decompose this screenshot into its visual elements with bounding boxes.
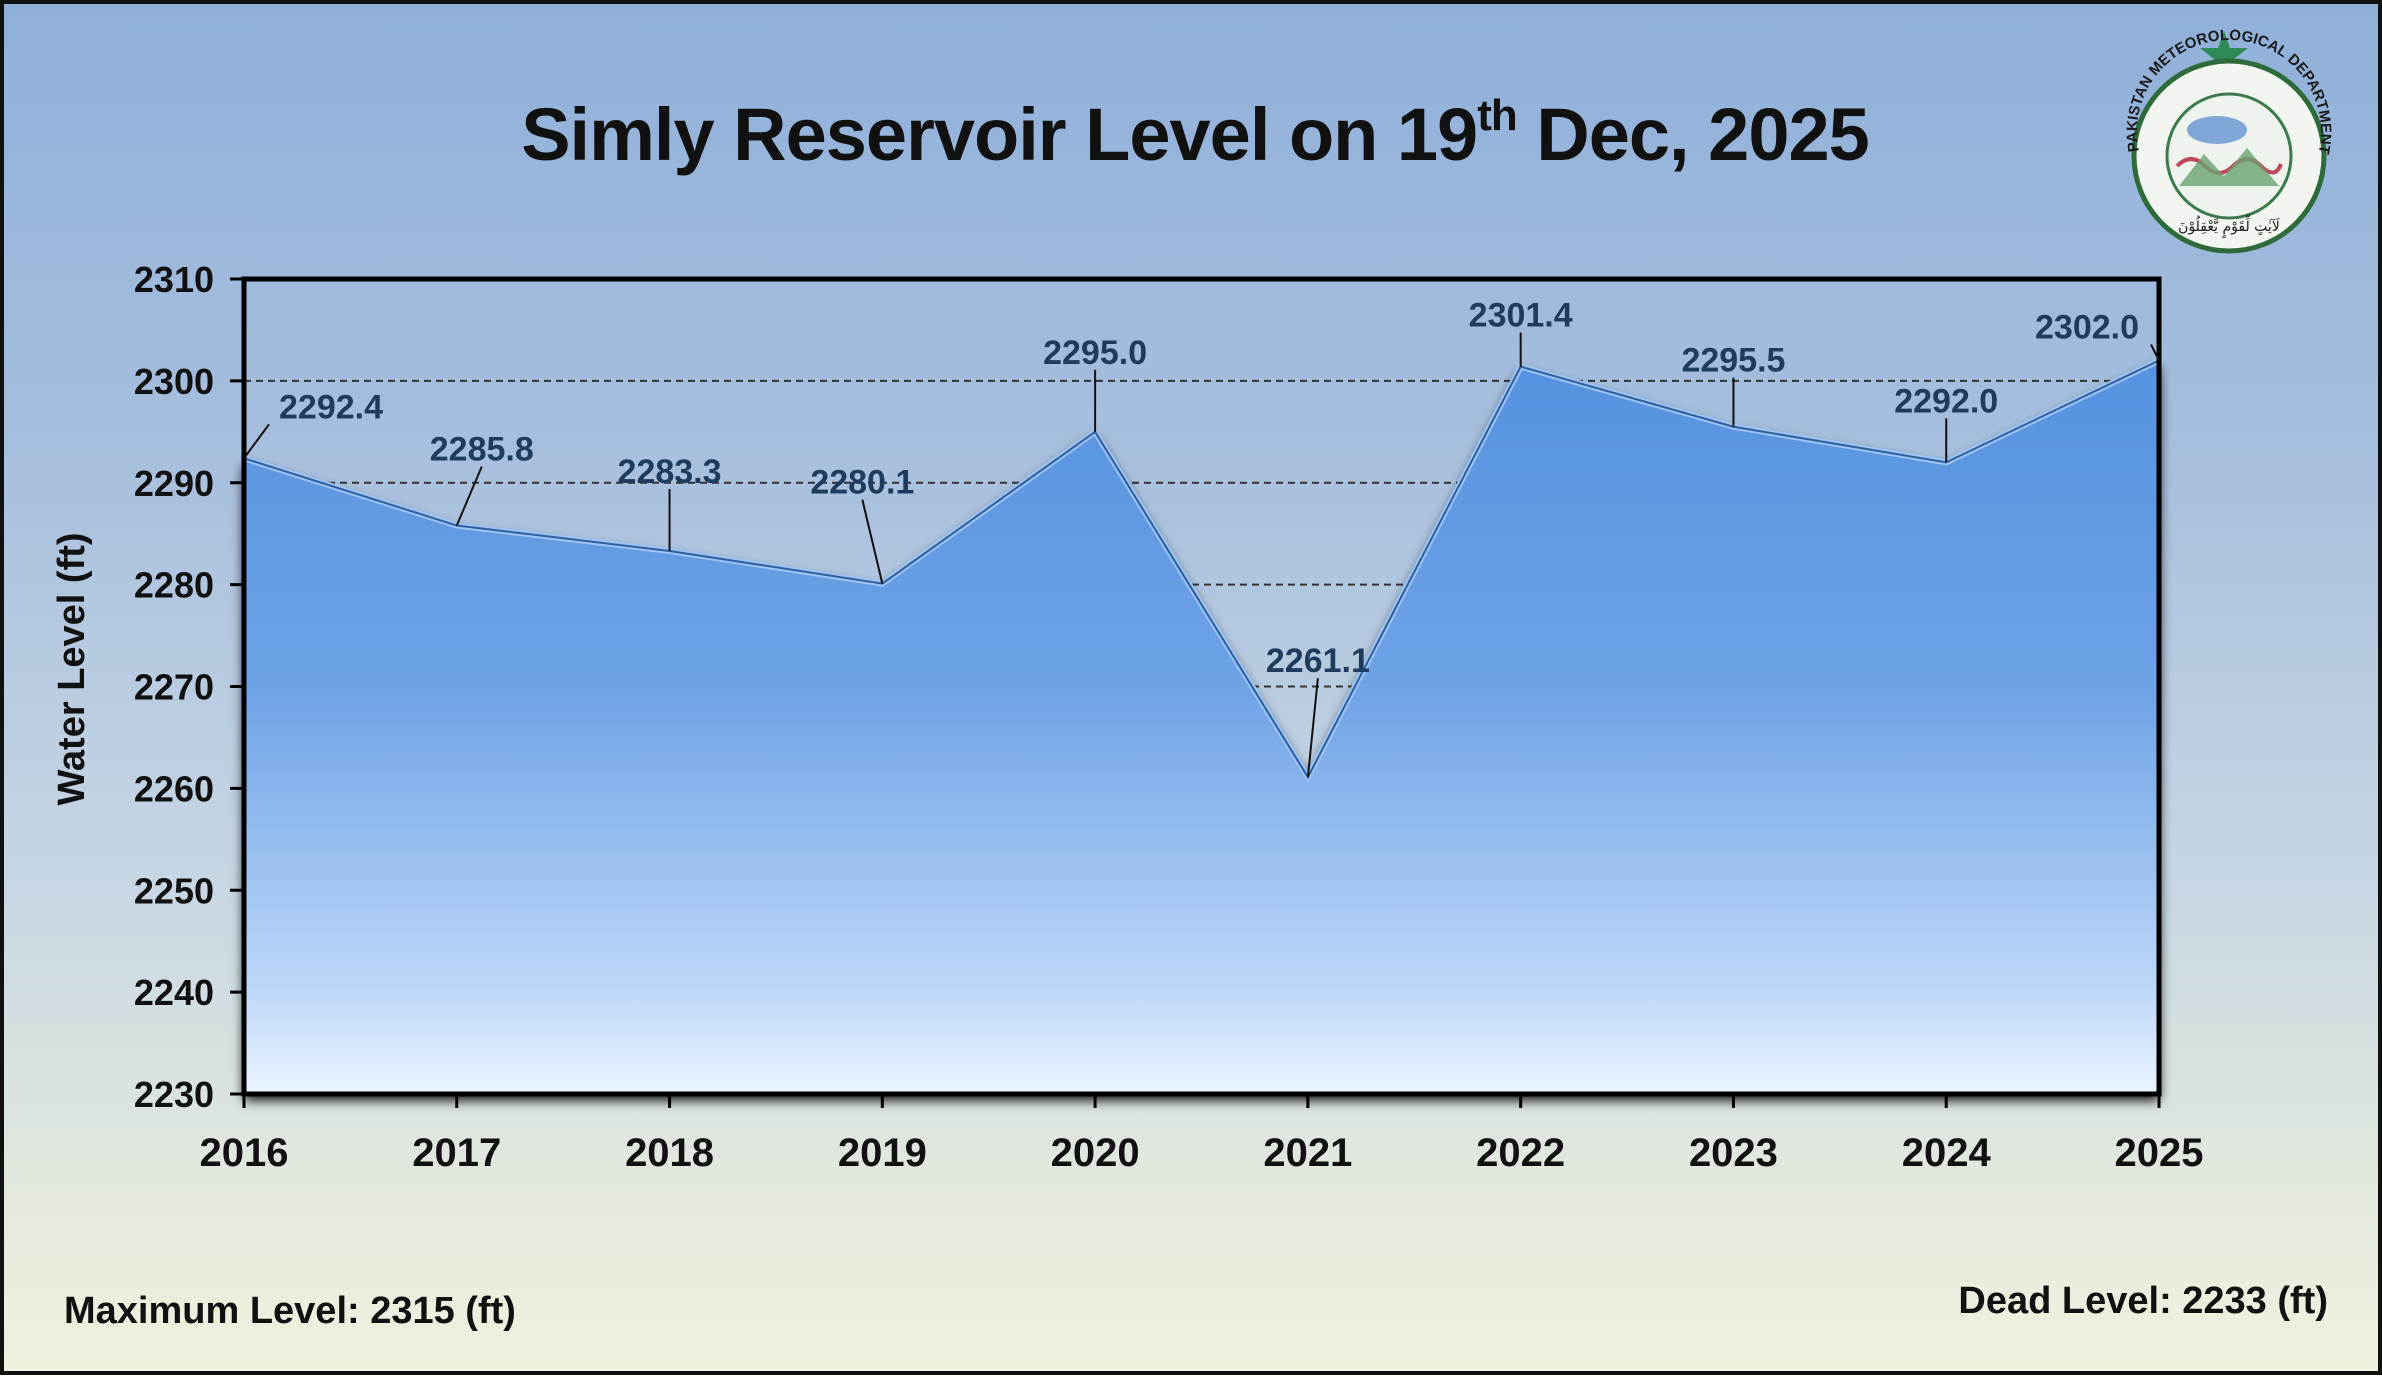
cloud-icon	[2187, 116, 2247, 144]
pmd-logo: PAKISTAN METEOROLOGICAL DEPARTMENT لَآيٰ…	[2124, 27, 2334, 254]
title-superscript: th	[1477, 91, 1518, 140]
data-label-leader	[243, 423, 270, 459]
x-tick-label: 2024	[1902, 1131, 1992, 1175]
data-label: 2302.0	[2035, 309, 2139, 347]
x-tick-label: 2020	[1051, 1131, 1140, 1175]
data-label-leader	[2150, 344, 2160, 361]
data-label: 2261.1	[1266, 642, 1370, 680]
y-tick-label: 2260	[134, 768, 214, 809]
data-label-leader	[1306, 678, 1319, 778]
data-label: 2301.4	[1469, 297, 1573, 335]
chart-svg: 2230 2240 2250 2260 2270 2280 2290 2300 2310 2016…	[51, 259, 2204, 1175]
axis-layer: 2230 2240 2250 2260 2270 2280 2290 2300 2310 2016…	[134, 259, 2204, 1175]
label-layer: 2292.4 2285.8 2283.3 2280.1 2295.0 2261.1 2301…	[243, 297, 2160, 778]
dead-level-note: Dead Level: 2233 (ft)	[1958, 1280, 2328, 1322]
area-layer	[243, 357, 2161, 1094]
y-axis-title: Water Level (ft)	[51, 532, 93, 805]
x-tick-label: 2023	[1689, 1131, 1778, 1175]
y-tick-label: 2290	[134, 463, 214, 504]
chart-title: Simly Reservoir Level on 19th Dec, 2025	[4, 92, 2382, 177]
title-main: Simly Reservoir Level on 19	[521, 93, 1478, 176]
logo-motto: لَآيٰتٍ لِّقَوْمٍ يَّعْقِلُوْنَ	[2178, 214, 2280, 239]
data-label: 2292.0	[1894, 382, 1998, 420]
data-label-leader	[861, 499, 884, 584]
area-outline	[243, 359, 2160, 780]
maximum-level-note: Maximum Level: 2315 (ft)	[64, 1290, 516, 1332]
data-label: 2283.3	[618, 453, 722, 491]
x-tick-label: 2022	[1476, 1131, 1565, 1175]
data-label: 2285.8	[430, 431, 534, 469]
y-tick-label: 2250	[134, 870, 214, 911]
x-tick-label: 2019	[838, 1131, 927, 1175]
y-tick-label: 2230	[134, 1074, 214, 1115]
x-tick-label: 2025	[2115, 1131, 2204, 1175]
x-tick-label: 2021	[1263, 1131, 1352, 1175]
y-tick-label: 2300	[134, 361, 214, 402]
data-label: 2295.0	[1043, 334, 1147, 372]
mountain-icon	[2179, 148, 2279, 186]
title-suffix: Dec, 2025	[1516, 93, 1870, 176]
data-label: 2280.1	[810, 464, 914, 502]
y-tick-label: 2270	[134, 667, 214, 708]
y-tick-label: 2240	[134, 972, 214, 1013]
data-label: 2292.4	[279, 388, 383, 426]
x-tick-label: 2016	[200, 1131, 289, 1175]
x-tick-label: 2018	[625, 1131, 714, 1175]
data-label-leader	[455, 466, 483, 526]
data-label: 2295.5	[1681, 342, 1785, 380]
y-tick-label: 2280	[134, 565, 214, 606]
y-tick-label: 2310	[134, 259, 214, 300]
area-series	[244, 360, 2159, 1094]
star-icon	[2200, 31, 2248, 76]
x-tick-label: 2017	[412, 1131, 501, 1175]
